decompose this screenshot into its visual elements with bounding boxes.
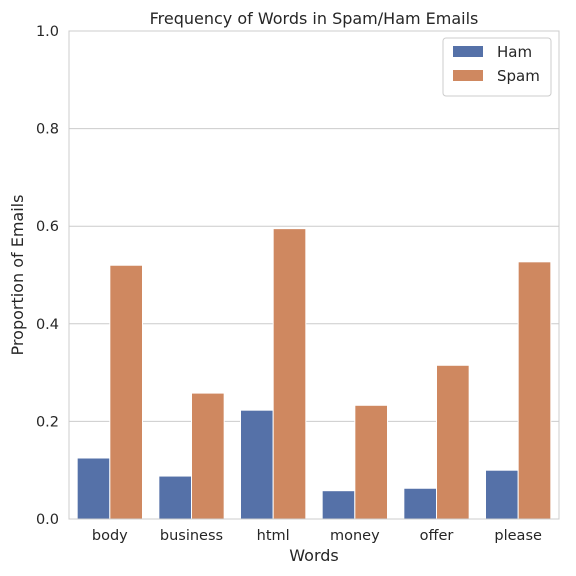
legend-label-spam: Spam bbox=[497, 67, 540, 85]
bar-spam-please bbox=[517, 261, 552, 520]
bar-ham-money bbox=[321, 490, 356, 520]
y-tick-labels: 0.0 0.2 0.4 0.6 0.8 1.0 bbox=[36, 24, 59, 528]
y-tick-label: 0.0 bbox=[36, 512, 59, 528]
legend-swatch-ham bbox=[453, 46, 483, 57]
bar-ham-offer bbox=[403, 487, 438, 520]
y-tick-label: 0.4 bbox=[36, 317, 59, 333]
bar-spam-body bbox=[109, 264, 144, 520]
x-tick-label: html bbox=[257, 528, 290, 544]
y-tick-label: 1.0 bbox=[36, 24, 59, 40]
x-tick-label: please bbox=[494, 528, 542, 544]
y-tick-label: 0.8 bbox=[36, 122, 59, 138]
plot-frame bbox=[68, 30, 560, 520]
x-tick-label: business bbox=[160, 528, 223, 544]
x-tick-label: body bbox=[92, 528, 128, 544]
bar-ham-business bbox=[158, 475, 192, 520]
legend-swatch-spam bbox=[453, 70, 483, 81]
bar-spam-html bbox=[272, 228, 307, 520]
y-tick-label: 0.6 bbox=[36, 219, 59, 235]
x-axis-label: Words bbox=[289, 546, 338, 565]
chart-title: Frequency of Words in Spam/Ham Emails bbox=[150, 9, 479, 28]
bars bbox=[76, 228, 552, 520]
bar-ham-please bbox=[485, 469, 519, 520]
bar-ham-body bbox=[76, 457, 111, 520]
legend: Ham Spam bbox=[442, 37, 552, 97]
x-tick-label: money bbox=[330, 528, 380, 544]
x-tick-label: offer bbox=[420, 528, 454, 544]
bar-spam-offer bbox=[436, 364, 470, 520]
bar-spam-business bbox=[191, 392, 225, 520]
bar-ham-html bbox=[240, 409, 274, 520]
y-axis-label: Proportion of Emails bbox=[8, 195, 27, 356]
x-tick-labels: body business html money offer please bbox=[92, 528, 542, 544]
bar-spam-money bbox=[354, 404, 389, 520]
legend-label-ham: Ham bbox=[497, 43, 532, 61]
y-tick-label: 0.2 bbox=[36, 414, 59, 430]
